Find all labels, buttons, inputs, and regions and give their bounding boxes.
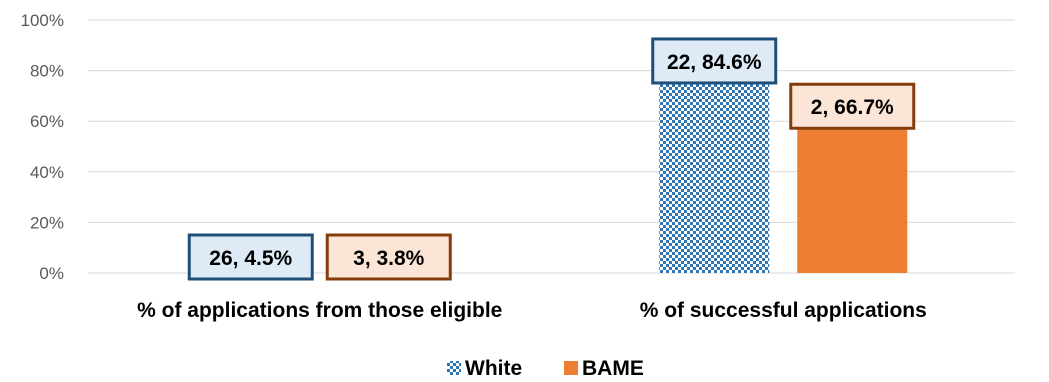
data-label-box (789, 82, 916, 130)
y-tick-label: 0% (39, 264, 64, 283)
legend-label-bame: BAME (582, 357, 644, 380)
data-label: 22, 84.6% (667, 51, 762, 74)
category-label: % of applications from those eligible (137, 299, 502, 322)
legend-swatch-bame (564, 361, 578, 375)
data-label: 3, 3.8% (353, 247, 425, 270)
bar-bame (797, 104, 908, 274)
y-tick-label: 20% (30, 213, 64, 232)
data-label: 2, 66.7% (811, 96, 894, 119)
bar-white (659, 58, 770, 273)
y-tick-label: 60% (30, 112, 64, 131)
data-label-box (187, 233, 314, 281)
legend-label-white: White (465, 357, 522, 380)
data-label: 26, 4.5% (209, 247, 292, 270)
x-axis: % of applications from those eligible % o… (137, 299, 927, 322)
category-label: % of successful applications (640, 299, 927, 322)
legend-swatch-white (447, 361, 461, 375)
y-tick-label: 100% (21, 11, 64, 30)
data-labels: 26, 4.5% 3, 3.8% 22, 84.6% 2, 66.7% (187, 37, 916, 281)
data-label-box (651, 37, 778, 85)
data-label-box (325, 233, 452, 281)
y-tick-label: 80% (30, 62, 64, 81)
legend: White BAME (447, 357, 644, 380)
y-tick-label: 40% (30, 163, 64, 182)
y-axis: 0% 20% 40% 60% 80% 100% (21, 11, 64, 283)
